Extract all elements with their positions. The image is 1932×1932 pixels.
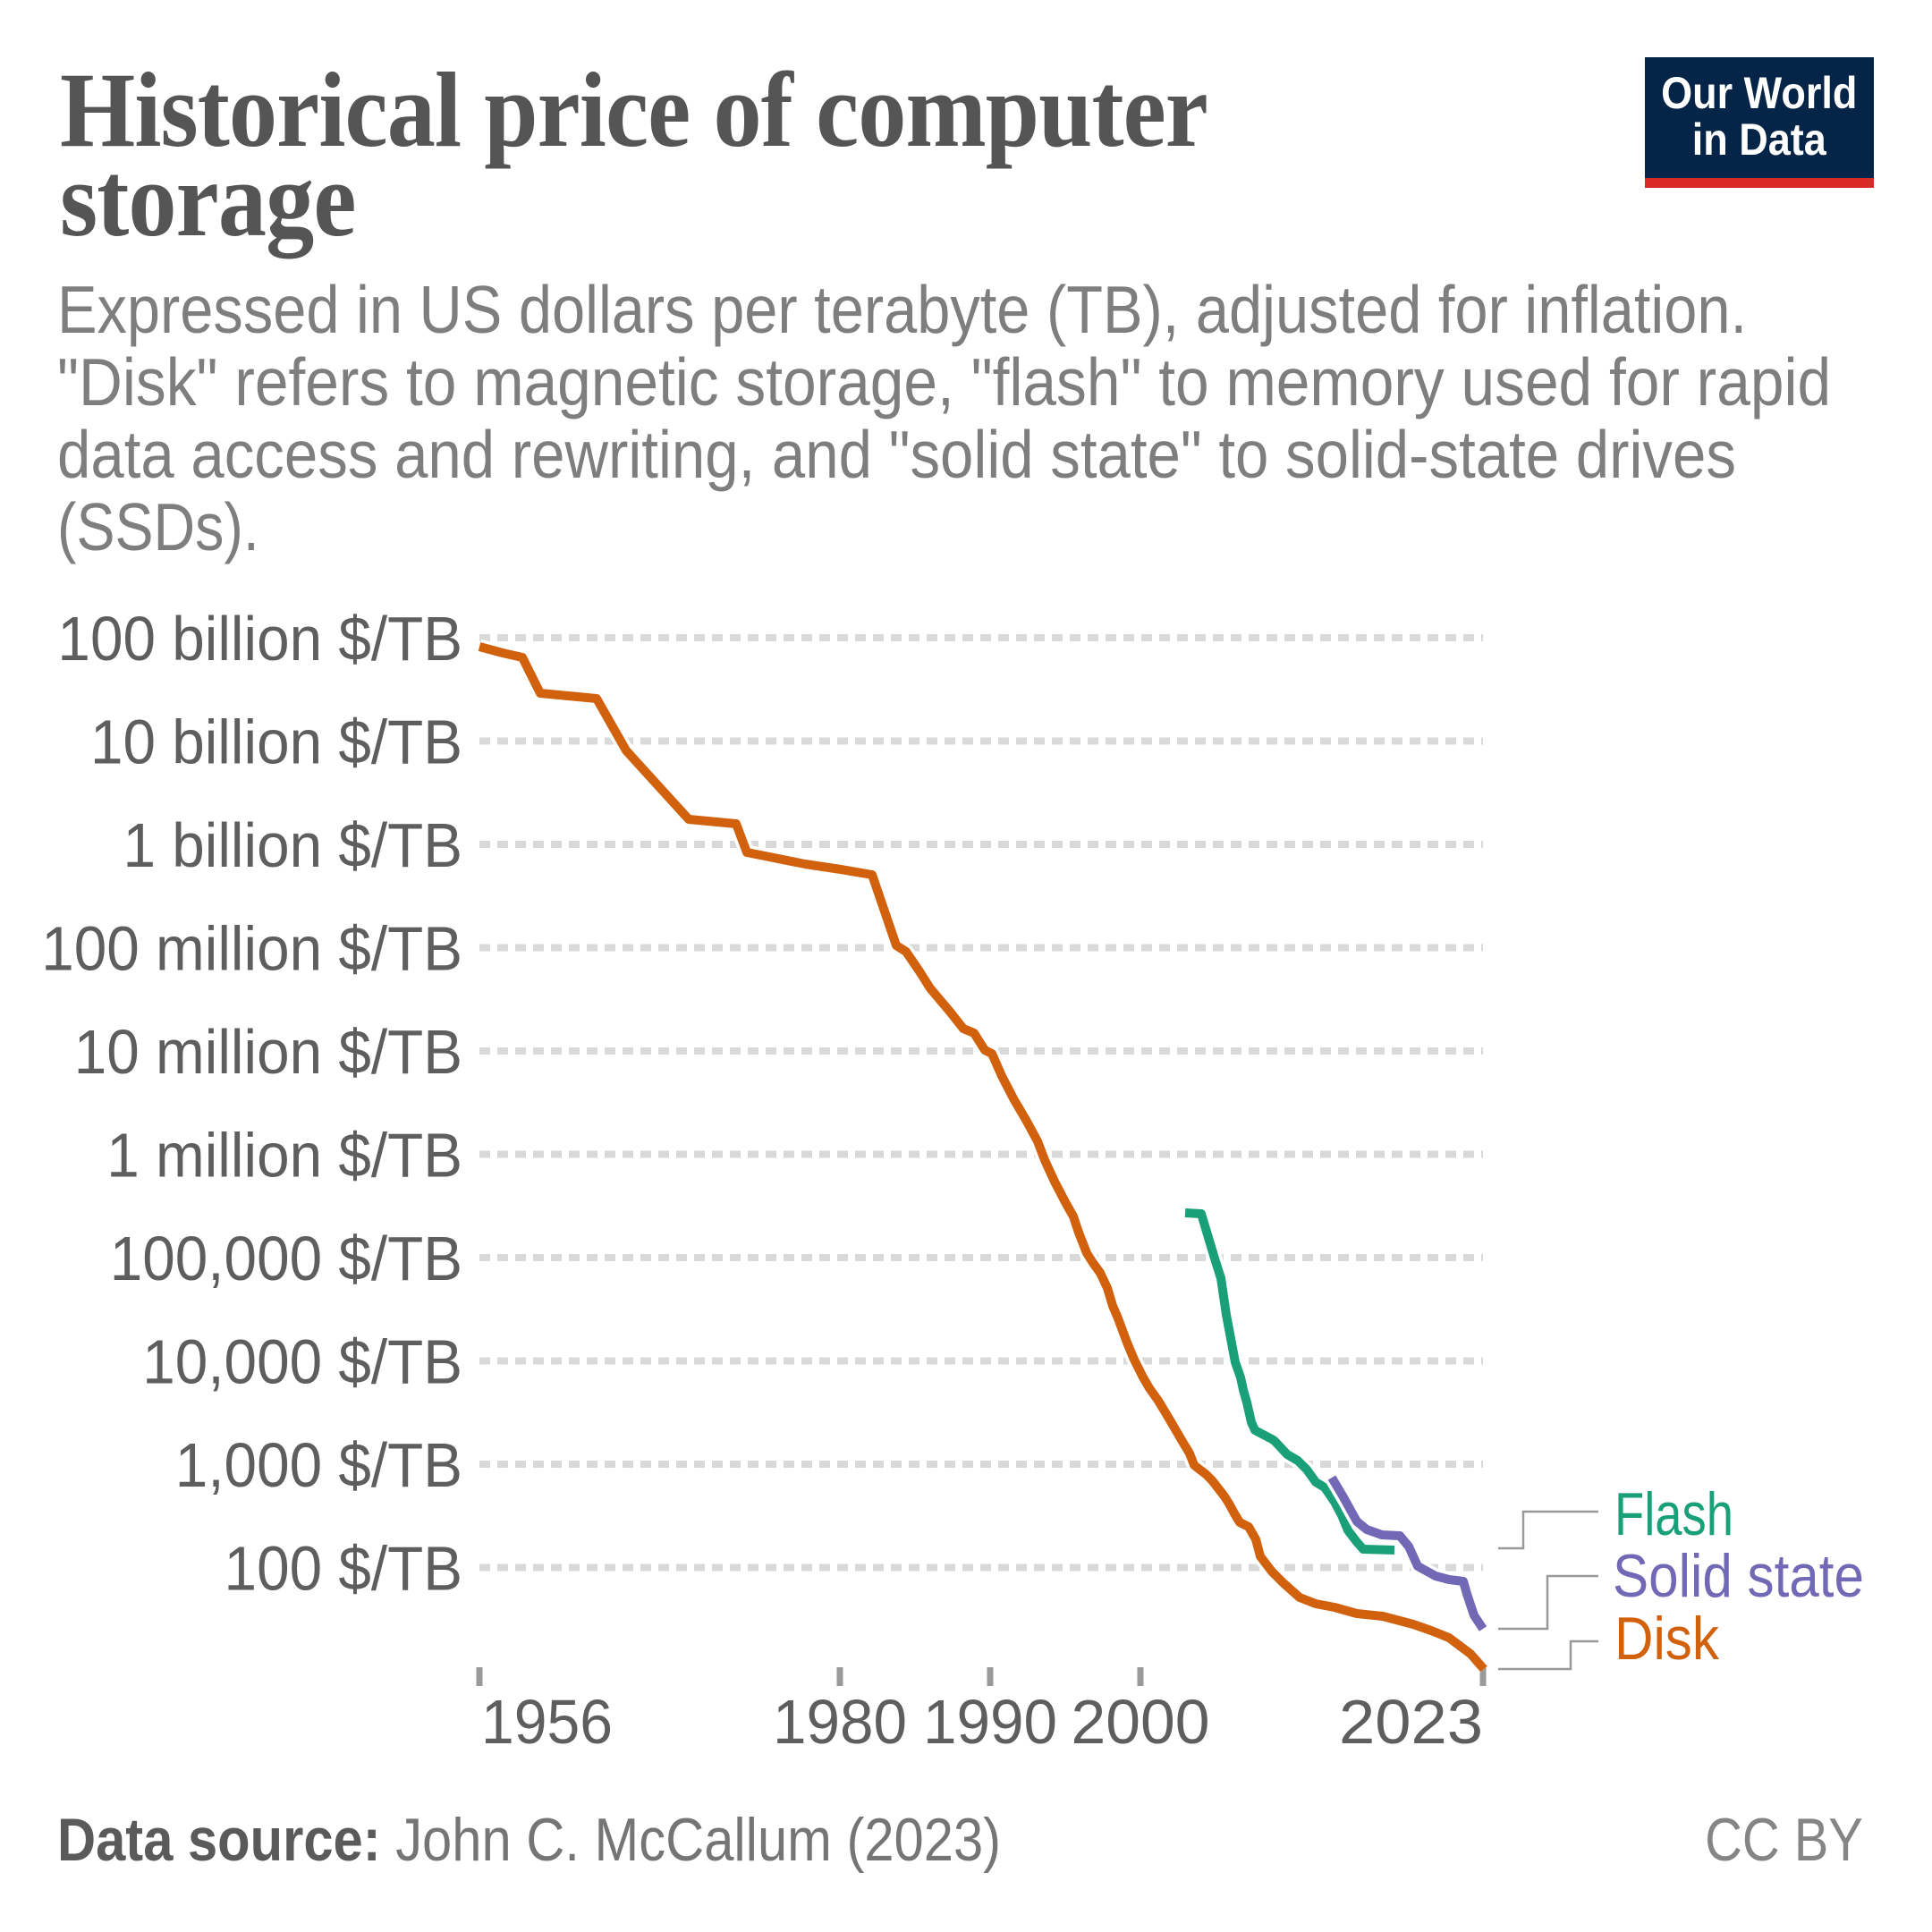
svg-text:100 $/TB: 100 $/TB (225, 1535, 462, 1604)
svg-text:Flash: Flash (1614, 1480, 1733, 1548)
svg-text:100 million $/TB: 100 million $/TB (41, 915, 462, 984)
svg-text:Disk: Disk (1614, 1605, 1720, 1673)
svg-text:10 billion $/TB: 10 billion $/TB (90, 708, 462, 777)
svg-text:1,000 $/TB: 1,000 $/TB (175, 1431, 462, 1500)
svg-text:2023: 2023 (1339, 1687, 1483, 1757)
svg-text:2000: 2000 (1072, 1687, 1210, 1757)
svg-text:1 million $/TB: 1 million $/TB (106, 1122, 462, 1191)
svg-text:10 million $/TB: 10 million $/TB (74, 1018, 462, 1087)
svg-text:1980: 1980 (773, 1687, 907, 1757)
svg-text:100 billion $/TB: 100 billion $/TB (57, 605, 462, 674)
svg-text:Solid state: Solid state (1613, 1542, 1864, 1610)
svg-text:1956: 1956 (481, 1687, 613, 1757)
svg-text:1 billion $/TB: 1 billion $/TB (123, 811, 462, 880)
svg-text:10,000 $/TB: 10,000 $/TB (142, 1328, 462, 1397)
svg-text:100,000 $/TB: 100,000 $/TB (110, 1224, 462, 1293)
svg-text:1990: 1990 (923, 1687, 1057, 1757)
